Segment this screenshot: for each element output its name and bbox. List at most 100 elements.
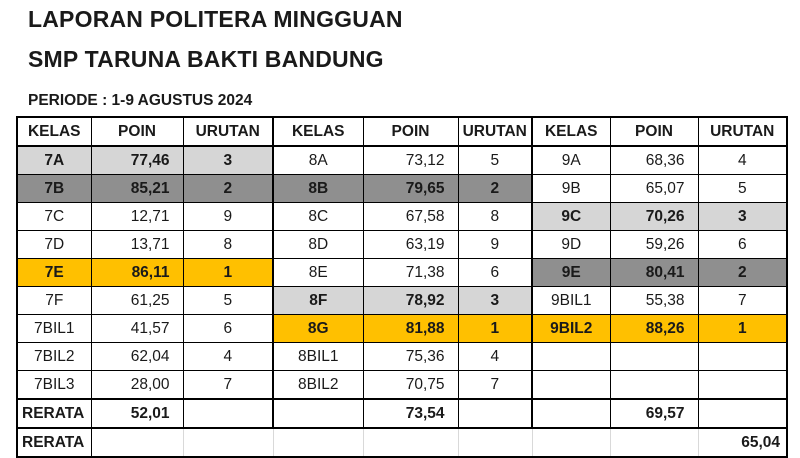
poin-cell: 62,04	[90, 342, 184, 371]
rerata-row: RERATA 52,01 73,54 69,57	[16, 398, 788, 429]
urutan-cell: 7	[697, 286, 788, 315]
col-header-kelas-8: KELAS	[272, 116, 364, 147]
rerata-value: 52,01	[90, 398, 184, 429]
col-header-kelas-9: KELAS	[531, 116, 611, 147]
kelas-cell: 8A	[272, 145, 364, 175]
urutan-cell: 4	[457, 342, 533, 371]
overall-rerata-value: 65,04	[697, 427, 788, 458]
urutan-cell: 2	[182, 174, 274, 203]
table-row: 7C 12,71 9 8C 67,58 8 9C 70,26 3	[16, 202, 788, 231]
urutan-cell: 3	[697, 202, 788, 231]
urutan-cell: 5	[457, 145, 533, 175]
kelas-cell: 9B	[531, 174, 611, 203]
kelas-cell: 8B	[272, 174, 364, 203]
empty-cell	[182, 427, 274, 458]
poin-cell: 61,25	[90, 286, 184, 315]
kelas-cell: 8G	[272, 314, 364, 343]
poin-cell: 59,26	[609, 230, 699, 259]
poin-cell: 68,36	[609, 145, 699, 175]
poin-cell: 41,57	[90, 314, 184, 343]
col-header-urutan-9: URUTAN	[697, 116, 788, 147]
kelas-cell: 8BIL2	[272, 370, 364, 400]
poin-cell: 55,38	[609, 286, 699, 315]
urutan-cell: 2	[457, 174, 533, 203]
empty-cell	[362, 427, 459, 458]
empty-cell	[531, 398, 611, 429]
col-header-poin-7: POIN	[90, 116, 184, 147]
rerata-value: 73,54	[362, 398, 459, 429]
poin-cell: 70,75	[362, 370, 459, 400]
poin-cell: 75,36	[362, 342, 459, 371]
urutan-cell: 9	[457, 230, 533, 259]
kelas-cell: 9D	[531, 230, 611, 259]
kelas-cell: 8BIL1	[272, 342, 364, 371]
urutan-cell: 6	[697, 230, 788, 259]
table-row: 7BIL2 62,04 4 8BIL1 75,36 4	[16, 342, 788, 371]
urutan-cell: 1	[457, 314, 533, 343]
poin-cell: 28,00	[90, 370, 184, 400]
kelas-cell: 7BIL2	[16, 342, 92, 371]
kelas-cell: 7B	[16, 174, 92, 203]
empty-cell	[272, 427, 364, 458]
urutan-cell: 9	[182, 202, 274, 231]
empty-cell	[457, 398, 533, 429]
kelas-cell	[531, 370, 611, 400]
kelas-cell: 9A	[531, 145, 611, 175]
urutan-cell: 1	[697, 314, 788, 343]
poin-cell: 73,12	[362, 145, 459, 175]
table-row: 7F 61,25 5 8F 78,92 3 9BIL1 55,38 7	[16, 286, 788, 315]
col-header-poin-8: POIN	[362, 116, 459, 147]
kelas-cell: 7C	[16, 202, 92, 231]
table-row: 7BIL3 28,00 7 8BIL2 70,75 7	[16, 370, 788, 400]
kelas-cell: 8F	[272, 286, 364, 315]
empty-cell	[697, 398, 788, 429]
kelas-cell: 9BIL2	[531, 314, 611, 343]
poin-cell: 13,71	[90, 230, 184, 259]
urutan-cell	[697, 370, 788, 400]
urutan-cell: 7	[182, 370, 274, 400]
kelas-cell: 8E	[272, 258, 364, 287]
kelas-cell: 8D	[272, 230, 364, 259]
empty-cell	[609, 427, 699, 458]
poin-cell: 65,07	[609, 174, 699, 203]
report-page: LAPORAN POLITERA MINGGUAN SMP TARUNA BAK…	[0, 6, 800, 458]
poin-cell: 70,26	[609, 202, 699, 231]
col-header-urutan-7: URUTAN	[182, 116, 274, 147]
table-row: 7E 86,11 1 8E 71,38 6 9E 80,41 2	[16, 258, 788, 287]
urutan-cell: 2	[697, 258, 788, 287]
urutan-cell: 4	[697, 145, 788, 175]
report-periode: PERIODE : 1-9 AGUSTUS 2024	[28, 92, 253, 109]
kelas-cell: 9BIL1	[531, 286, 611, 315]
table-row: 7B 85,21 2 8B 79,65 2 9B 65,07 5	[16, 174, 788, 203]
poin-cell: 77,46	[90, 145, 184, 175]
kelas-cell	[531, 342, 611, 371]
kelas-cell: 7E	[16, 258, 92, 287]
kelas-cell: 7D	[16, 230, 92, 259]
urutan-cell: 5	[697, 174, 788, 203]
report-title-line-2: SMP TARUNA BAKTI BANDUNG	[28, 46, 384, 72]
poin-cell	[609, 342, 699, 371]
poin-cell: 79,65	[362, 174, 459, 203]
poin-cell: 63,19	[362, 230, 459, 259]
urutan-cell: 3	[182, 145, 274, 175]
empty-cell	[90, 427, 184, 458]
urutan-cell: 8	[457, 202, 533, 231]
empty-cell	[182, 398, 274, 429]
poin-cell: 85,21	[90, 174, 184, 203]
urutan-cell: 4	[182, 342, 274, 371]
col-header-urutan-8: URUTAN	[457, 116, 533, 147]
kelas-cell: 7BIL3	[16, 370, 92, 400]
empty-cell	[457, 427, 533, 458]
poin-cell: 67,58	[362, 202, 459, 231]
kelas-cell: 7BIL1	[16, 314, 92, 343]
urutan-cell: 6	[182, 314, 274, 343]
table-header-row: KELAS POIN URUTAN KELAS POIN URUTAN KELA…	[16, 116, 788, 147]
kelas-cell: 7F	[16, 286, 92, 315]
kelas-cell: 9E	[531, 258, 611, 287]
poin-cell: 80,41	[609, 258, 699, 287]
table-row: 7A 77,46 3 8A 73,12 5 9A 68,36 4	[16, 145, 788, 175]
urutan-cell: 7	[457, 370, 533, 400]
poin-cell: 12,71	[90, 202, 184, 231]
kelas-cell: 9C	[531, 202, 611, 231]
poin-cell: 78,92	[362, 286, 459, 315]
